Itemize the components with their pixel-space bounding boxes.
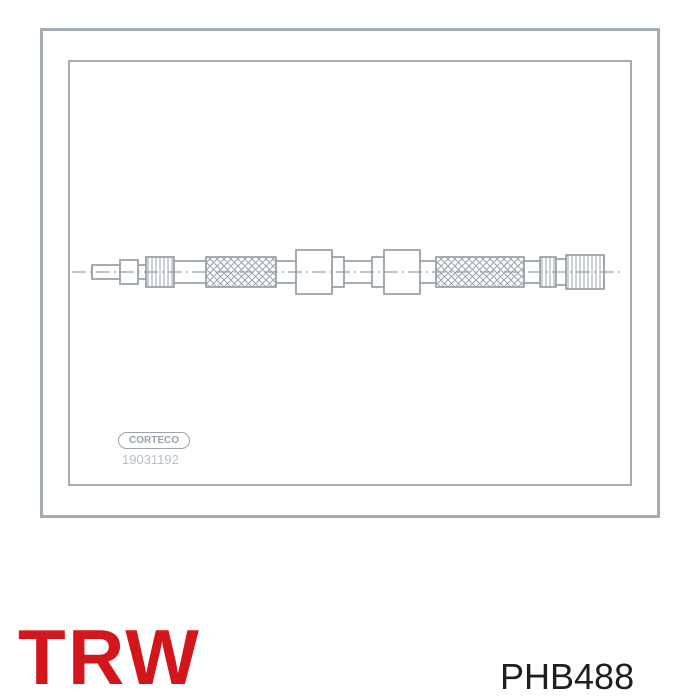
- drawing-part-id: 19031192: [122, 452, 179, 467]
- part-code: PHB488: [500, 656, 634, 698]
- corteco-label: CORTECO: [129, 435, 179, 446]
- stage: CORTECO 19031192 TRW PHB488: [0, 0, 700, 700]
- hose-technical-drawing: [0, 0, 700, 700]
- corteco-badge: CORTECO: [118, 432, 190, 449]
- brand-logo: TRW: [18, 612, 201, 700]
